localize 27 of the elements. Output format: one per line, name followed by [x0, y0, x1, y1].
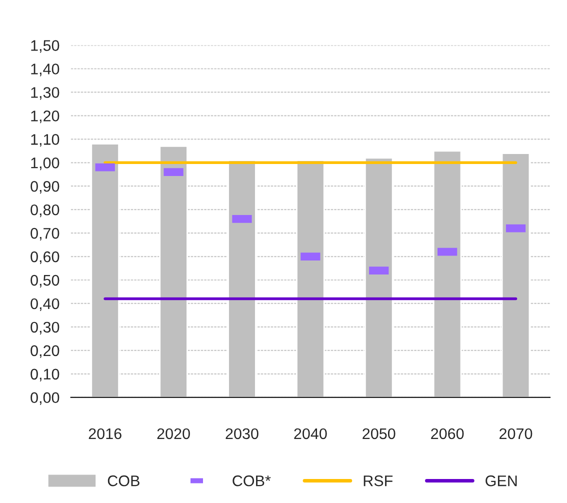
y-tick-label: 0,50	[30, 274, 60, 288]
y-tick-label: 1,20	[31, 110, 60, 124]
legend-label: COB*	[232, 475, 271, 486]
legend-label: RSF	[364, 475, 393, 486]
y-tick-label: 0,10	[30, 368, 60, 382]
x-tick-label: 2020	[157, 428, 190, 440]
x-tick-label: 2060	[431, 428, 464, 440]
x-tick-label: 2030	[226, 428, 258, 440]
y-tick-label: 1,40	[31, 64, 60, 76]
y-tick-label: 0,40	[30, 298, 60, 311]
y-tick-label: 0,80	[30, 204, 60, 218]
legend-label: GEN	[486, 475, 517, 486]
y-tick-label: 0,20	[30, 345, 60, 358]
x-tick-label: 2050	[362, 428, 396, 440]
x-tick-label: 2016	[88, 428, 122, 440]
y-tick-label: 0,00	[30, 392, 60, 405]
y-tick-label: 1,00	[31, 158, 60, 170]
y-tick-label: 1,10	[31, 134, 60, 147]
y-tick-label: 1,50	[31, 40, 60, 53]
y-tick-label: 1,30	[31, 87, 60, 100]
y-tick-label: 0,30	[30, 322, 60, 334]
y-tick-label: 0,90	[30, 180, 60, 194]
x-tick-label: 2040	[294, 428, 327, 440]
legend-label: COB	[108, 475, 140, 486]
y-tick-label: 0,70	[30, 228, 60, 241]
x-tick-label: 2070	[500, 428, 532, 440]
y-tick-label: 0,60	[30, 251, 60, 264]
